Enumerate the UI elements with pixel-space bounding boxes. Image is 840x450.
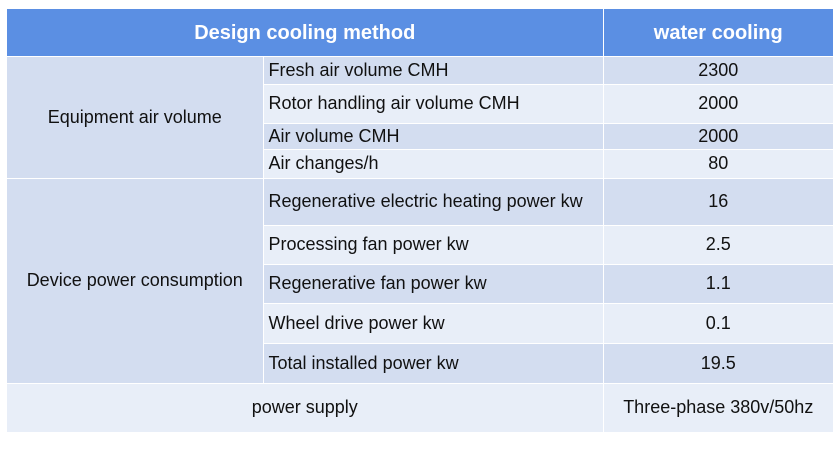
row-value: 16 <box>603 178 833 226</box>
row-value: 80 <box>603 149 833 179</box>
power-supply-label: power supply <box>7 383 604 432</box>
group-device-power-consumption: Device power consumption <box>7 178 264 384</box>
row-label: Processing fan power kw <box>263 225 604 265</box>
table-row: Wheel drive power kw 0.1 <box>7 303 833 344</box>
row-value: 0.1 <box>603 303 833 344</box>
table-row: Total installed power kw 19.5 <box>7 343 833 384</box>
row-label: Regenerative fan power kw <box>263 264 604 304</box>
row-value: 1.1 <box>603 264 833 304</box>
row-label: Rotor handling air volume CMH <box>263 84 604 124</box>
row-label: Fresh air volume CMH <box>263 56 604 85</box>
row-label: Regenerative electric heating power kw <box>263 178 604 226</box>
table-row: Air volume CMH 2000 <box>7 123 833 150</box>
header-method-label: Design cooling method <box>7 9 604 57</box>
row-value: 2.5 <box>603 225 833 265</box>
row-label: Air volume CMH <box>263 123 604 150</box>
row-label: Total installed power kw <box>263 343 604 384</box>
header-method-value: water cooling <box>603 9 833 57</box>
row-value: 19.5 <box>603 343 833 384</box>
table-row: Equipment air volume Fresh air volume CM… <box>7 56 833 179</box>
table-row: power supply Three-phase 380v/50hz <box>7 383 833 432</box>
table-row: Regenerative fan power kw 1.1 <box>7 264 833 304</box>
power-supply-value: Three-phase 380v/50hz <box>603 383 833 432</box>
group-equipment-air-volume: Equipment air volume <box>7 56 264 179</box>
table-row: Device power consumption Regenerative el… <box>7 178 833 384</box>
header-row: Design cooling method water cooling <box>7 9 833 57</box>
row-value: 2000 <box>603 123 833 150</box>
row-value: 2000 <box>603 84 833 124</box>
row-value: 2300 <box>603 56 833 85</box>
row-label: Air changes/h <box>263 149 604 179</box>
specification-table: Design cooling method water cooling Equi… <box>7 9 833 432</box>
table-row: Air changes/h 80 <box>7 149 833 179</box>
row-label: Wheel drive power kw <box>263 303 604 344</box>
table-row: Processing fan power kw 2.5 <box>7 225 833 265</box>
table-row: Rotor handling air volume CMH 2000 <box>7 84 833 124</box>
